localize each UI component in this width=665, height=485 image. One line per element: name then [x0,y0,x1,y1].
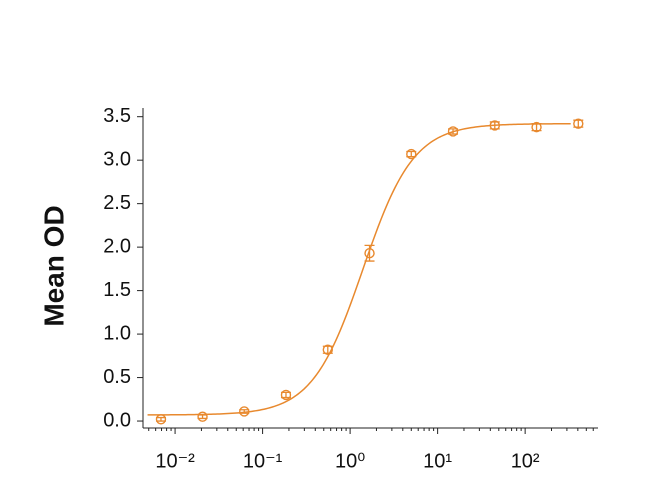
y-tick-label: 2.0 [103,235,131,257]
error-bar [364,244,375,262]
y-tick-label: 1.5 [103,279,131,301]
y-axis-label: Mean OD [38,205,69,326]
data-point [364,248,375,259]
data-point [531,121,542,133]
data-point [489,120,500,131]
x-tick-label: 10² [511,450,540,472]
data-point [406,148,417,160]
data-point [573,118,584,129]
data-point [155,414,167,425]
x-tick-label: 10⁰ [335,450,365,472]
y-tick-label: 0.0 [103,409,131,431]
data-point [280,389,292,401]
data-point [322,344,333,355]
data-point [197,411,208,422]
error-bar [239,409,250,414]
fit-curve [147,122,571,416]
y-tick-label: 3.5 [103,105,131,127]
x-tick-label: 10⁻² [155,450,195,472]
x-tick-label: 10⁻¹ [243,450,283,472]
data-point [447,126,459,137]
y-tick-label: 3.0 [103,148,131,170]
x-tick-label: 10¹ [423,450,452,472]
y-tick-label: 0.5 [103,366,131,388]
y-tick-label: 2.5 [103,192,131,214]
error-bar [155,416,166,422]
data-point [239,406,250,417]
y-tick-label: 1.0 [103,322,131,344]
error-bar [197,414,208,420]
